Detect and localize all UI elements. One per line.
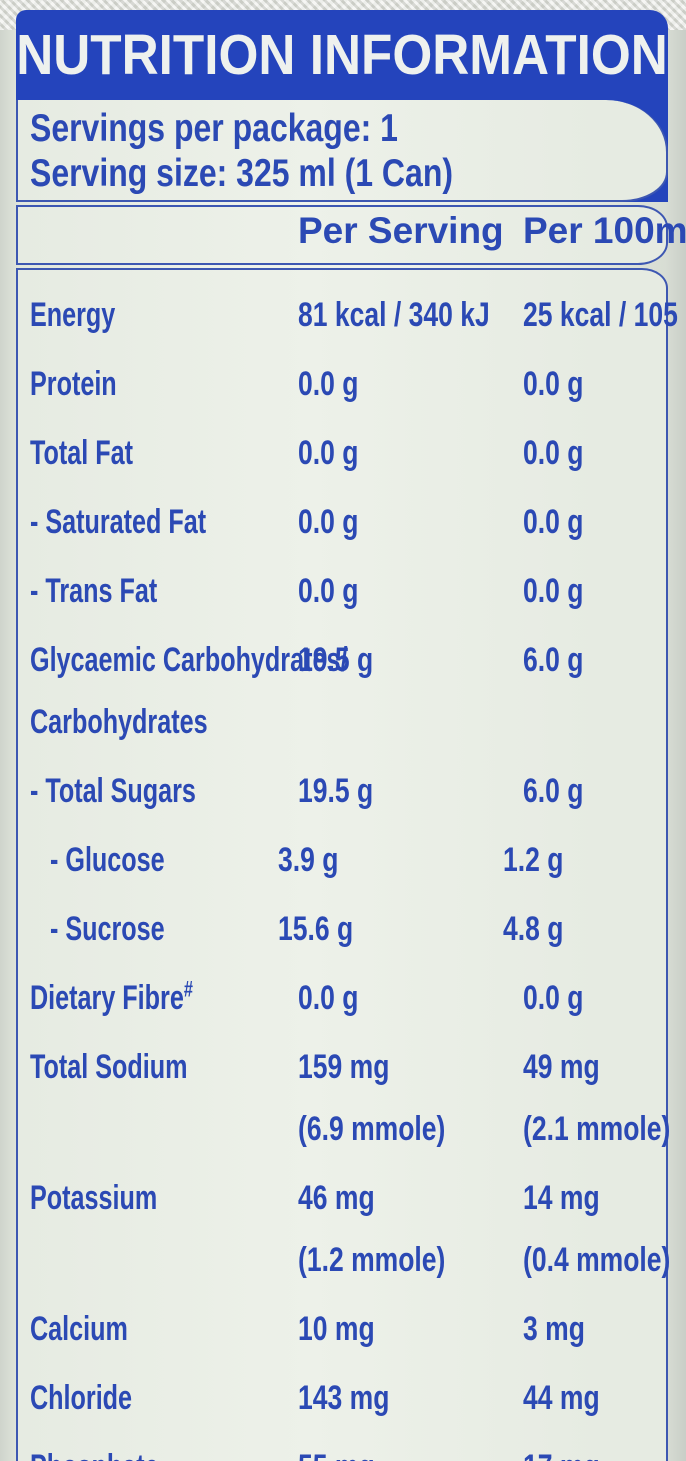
per-100ml-value: 0.0 g bbox=[523, 572, 584, 610]
per-100ml-value: 14 mg (0.4 mmole) bbox=[523, 1179, 671, 1279]
nutrient-name: Energy bbox=[30, 296, 116, 334]
nutrient-name: - Trans Fat bbox=[30, 572, 158, 610]
column-header-per-100ml: Per 100ml bbox=[523, 210, 686, 251]
per-serving-value: 0.0 g bbox=[298, 503, 359, 541]
per-serving-value: 81 kcal / 340 kJ bbox=[298, 296, 490, 334]
column-header-row: Per Serving Per 100ml bbox=[16, 205, 686, 265]
per-serving-value: 0.0 g bbox=[298, 434, 359, 472]
per-100ml-value: 4.8 g bbox=[503, 910, 564, 948]
nutrient-name: - Glucose bbox=[50, 841, 165, 879]
nutrition-label: NUTRITION INFORMATION Servings per packa… bbox=[16, 10, 686, 1461]
banner-swoosh: Servings per package: 1 Serving size: 32… bbox=[16, 100, 668, 202]
nutrient-row: - Saturated Fat 0.0 g 0.0 g bbox=[30, 491, 666, 560]
per-serving-value: 46 mg (1.2 mmole) bbox=[298, 1179, 446, 1279]
nutrient-row: - Trans Fat 0.0 g 0.0 g bbox=[30, 560, 666, 629]
nutrient-name: - Total Sugars bbox=[30, 772, 196, 810]
nutrient-name: - Saturated Fat bbox=[30, 503, 207, 541]
nutrient-name: Potassium bbox=[30, 1179, 158, 1217]
per-100ml-value: 1.2 g bbox=[503, 841, 564, 879]
per-serving-value: 0.0 g bbox=[298, 365, 359, 403]
nutrient-row: Energy 81 kcal / 340 kJ 25 kcal / 105 kJ bbox=[30, 284, 686, 353]
nutrient-name: Glycaemic Carbohydrates/Carbohydrates bbox=[30, 641, 348, 741]
nutrient-name: Calcium bbox=[30, 1310, 128, 1348]
per-serving-value: 55 mg bbox=[298, 1436, 375, 1461]
nutrient-name: Total Sodium bbox=[30, 1048, 188, 1086]
nutrient-row: Total Sodium 159 mg (6.9 mmole) 49 mg (2.1… bbox=[30, 1036, 670, 1167]
per-100ml-value: 6.0 g bbox=[523, 641, 584, 679]
nutrient-row: Glycaemic Carbohydrates/Carbohydrates 19… bbox=[30, 629, 666, 760]
nutrient-row: Dietary Fibre# 0.0 g 0.0 g bbox=[30, 967, 666, 1036]
page-title: NUTRITION INFORMATION bbox=[16, 23, 668, 87]
nutrient-name: Dietary Fibre# bbox=[30, 976, 193, 1017]
nutrient-rows: Energy 81 kcal / 340 kJ 25 kcal / 105 kJ… bbox=[16, 268, 686, 1461]
nutrient-row: Total Fat 0.0 g 0.0 g bbox=[30, 422, 666, 491]
per-serving-value: 10 mg bbox=[298, 1310, 375, 1348]
nutrient-row: Chloride 143 mg 44 mg bbox=[30, 1367, 666, 1436]
servings-per-package: Servings per package: 1 bbox=[30, 107, 398, 150]
nutrition-header-banner: NUTRITION INFORMATION bbox=[16, 10, 668, 100]
nutrient-name: Total Fat bbox=[30, 434, 133, 472]
per-100ml-value: 25 kcal / 105 kJ bbox=[523, 296, 686, 334]
nutrient-row: Protein 0.0 g 0.0 g bbox=[30, 353, 666, 422]
nutrient-row: Calcium 10 mg 3 mg bbox=[30, 1298, 666, 1367]
per-100ml-value: 0.0 g bbox=[523, 434, 584, 472]
per-serving-value: 19.5 g bbox=[298, 772, 374, 810]
nutrient-name: - Sucrose bbox=[50, 910, 165, 948]
per-serving-value: 159 mg (6.9 mmole) bbox=[298, 1048, 446, 1148]
per-serving-value: 0.0 g bbox=[298, 979, 359, 1017]
per-100ml-value: 0.0 g bbox=[523, 503, 584, 541]
nutrient-name: Protein bbox=[30, 365, 117, 403]
per-100ml-value: 3 mg bbox=[523, 1310, 585, 1348]
serving-info-section: Servings per package: 1 Serving size: 32… bbox=[16, 100, 668, 202]
per-100ml-value: 6.0 g bbox=[523, 772, 584, 810]
per-100ml-value: 0.0 g bbox=[523, 979, 584, 1017]
per-100ml-value: 49 mg (2.1 mmole) bbox=[523, 1048, 671, 1148]
nutrient-row: - Total Sugars 19.5 g 6.0 g bbox=[30, 760, 666, 829]
per-serving-value: 15.6 g bbox=[278, 910, 354, 948]
per-serving-value: 19.5 g bbox=[298, 641, 374, 679]
nutrient-row: Potassium 46 mg (1.2 mmole) 14 mg (0.4 mmo… bbox=[30, 1167, 670, 1298]
per-100ml-value: 44 mg bbox=[523, 1379, 600, 1417]
per-serving-value: 0.0 g bbox=[298, 572, 359, 610]
per-100ml-value: 17 mg bbox=[523, 1436, 600, 1461]
column-header-per-serving: Per Serving bbox=[298, 210, 504, 251]
nutrient-row: - Glucose 3.9 g 1.2 g bbox=[30, 829, 666, 898]
serving-size: Serving size: 325 ml (1 Can) bbox=[30, 152, 454, 195]
per-serving-value: 143 mg bbox=[298, 1379, 390, 1417]
per-serving-value: 3.9 g bbox=[278, 841, 339, 879]
nutrient-name: Phosphate bbox=[30, 1436, 159, 1461]
nutrient-row: Phosphate 55 mg 17 mg bbox=[30, 1436, 666, 1461]
nutrient-name: Chloride bbox=[30, 1379, 133, 1417]
nutrient-row: - Sucrose 15.6 g 4.8 g bbox=[30, 898, 666, 967]
per-100ml-value: 0.0 g bbox=[523, 365, 584, 403]
